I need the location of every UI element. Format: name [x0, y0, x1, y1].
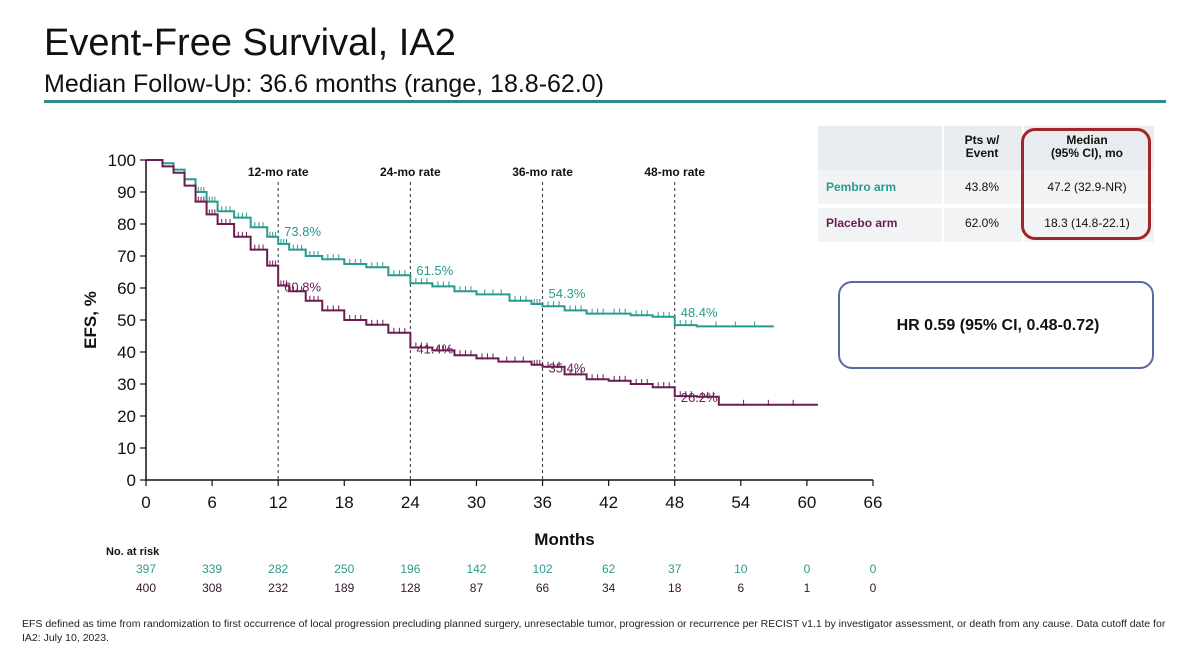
pembro-rate-label: 48.4% — [681, 305, 718, 320]
x-tick-label: 12 — [269, 493, 288, 512]
x-tick-label: 60 — [797, 493, 816, 512]
pembro-curve — [146, 159, 774, 328]
rate-line-label: 36-mo rate — [512, 165, 573, 179]
placebo-curve — [146, 159, 818, 406]
x-tick-label: 24 — [401, 493, 420, 512]
placebo-median: 18.3 (14.8-22.1) — [1044, 216, 1130, 230]
median-table-row-placebo — [818, 208, 1154, 242]
at-risk-pembro: 0 — [870, 562, 877, 576]
row-label-placebo: Placebo arm — [826, 216, 898, 230]
y-tick-label: 0 — [127, 471, 136, 490]
at-risk-pembro: 196 — [400, 562, 420, 576]
rate-line-label: 24-mo rate — [380, 165, 441, 179]
pembro-events: 43.8% — [964, 180, 1000, 194]
at-risk-placebo: 18 — [668, 581, 682, 595]
at-risk-placebo: 6 — [737, 581, 744, 595]
x-tick-label: 42 — [599, 493, 618, 512]
x-tick-label: 18 — [335, 493, 354, 512]
hazard-ratio-text: HR 0.59 (95% CI, 0.48-0.72) — [896, 317, 1100, 334]
placebo-rate-label: 35.4% — [549, 361, 586, 376]
at-risk-pembro: 250 — [334, 562, 354, 576]
placebo-rate-label: 41.4% — [416, 342, 453, 357]
at-risk-placebo: 1 — [804, 581, 811, 595]
page-subtitle: Median Follow-Up: 36.6 months (range, 18… — [44, 70, 605, 98]
y-tick-label: 20 — [117, 407, 136, 426]
at-risk-label: No. at risk — [106, 546, 160, 558]
at-risk-placebo: 0 — [870, 581, 877, 595]
median-highlight-box — [1021, 128, 1151, 240]
row-label-pembro: Pembro arm — [826, 180, 897, 194]
at-risk-pembro: 0 — [804, 562, 811, 576]
at-risk-pembro: 37 — [668, 562, 682, 576]
at-risk-placebo: 87 — [470, 581, 484, 595]
at-risk-pembro: 62 — [602, 562, 616, 576]
at-risk-placebo: 400 — [136, 581, 156, 595]
pembro-rate-label: 54.3% — [549, 286, 586, 301]
at-risk-pembro: 142 — [466, 562, 486, 576]
at-risk-pembro: 102 — [533, 562, 553, 576]
y-tick-label: 90 — [117, 183, 136, 202]
x-tick-label: 48 — [665, 493, 684, 512]
title-divider — [44, 100, 1166, 103]
at-risk-pembro: 10 — [734, 562, 748, 576]
at-risk-pembro: 282 — [268, 562, 288, 576]
x-tick-label: 0 — [141, 493, 150, 512]
median-table-header — [818, 126, 1154, 170]
at-risk-placebo: 34 — [602, 581, 616, 595]
at-risk-placebo: 66 — [536, 581, 550, 595]
at-risk-placebo: 232 — [268, 581, 288, 595]
y-tick-label: 70 — [117, 247, 136, 266]
footnote: EFS defined as time from randomization t… — [22, 618, 1166, 644]
placebo-rate-label: 60.8% — [284, 279, 321, 294]
at-risk-placebo: 189 — [334, 581, 354, 595]
rate-line-label: 48-mo rate — [644, 165, 705, 179]
at-risk-placebo: 128 — [400, 581, 420, 595]
x-axis-label: Months — [534, 530, 594, 549]
at-risk-pembro: 397 — [136, 562, 156, 576]
y-tick-label: 40 — [117, 343, 136, 362]
y-tick-label: 10 — [117, 439, 136, 458]
x-tick-label: 66 — [864, 493, 883, 512]
x-tick-label: 54 — [731, 493, 750, 512]
col-header-events: Pts w/ Event — [964, 133, 1000, 160]
x-tick-label: 36 — [533, 493, 552, 512]
x-tick-label: 6 — [207, 493, 216, 512]
at-risk-placebo: 308 — [202, 581, 222, 595]
y-tick-label: 30 — [117, 375, 136, 394]
pembro-median: 47.2 (32.9-NR) — [1047, 180, 1127, 194]
page-title: Event-Free Survival, IA2 — [44, 22, 456, 64]
x-tick-label: 30 — [467, 493, 486, 512]
y-tick-label: 50 — [117, 311, 136, 330]
rate-line-label: 12-mo rate — [248, 165, 309, 179]
col-header-median: Median (95% CI), mo — [1050, 133, 1123, 160]
y-tick-label: 100 — [108, 151, 136, 170]
pembro-rate-label: 61.5% — [416, 263, 453, 278]
pembro-rate-label: 73.8% — [284, 224, 321, 239]
placebo-rate-label: 26.2% — [681, 390, 718, 405]
y-axis-label: EFS, % — [81, 291, 100, 349]
median-table-row-pembro — [818, 170, 1154, 204]
y-tick-label: 80 — [117, 215, 136, 234]
placebo-events: 62.0% — [964, 216, 1000, 230]
at-risk-pembro: 339 — [202, 562, 222, 576]
y-tick-label: 60 — [117, 279, 136, 298]
hazard-ratio-box: HR 0.59 (95% CI, 0.48-0.72) — [838, 281, 1154, 369]
table-divider — [942, 126, 944, 242]
